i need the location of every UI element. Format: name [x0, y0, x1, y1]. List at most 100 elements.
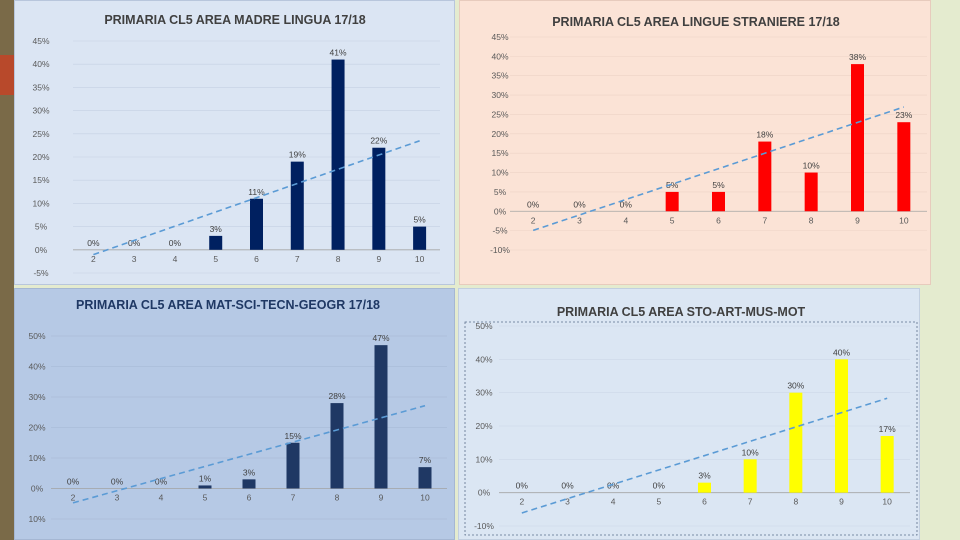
x-tick-label: 6 [254, 254, 259, 264]
y-tick-label: 40% [491, 51, 508, 61]
data-label: 40% [833, 347, 850, 357]
y-tick-label: 30% [491, 90, 508, 100]
x-tick-label: 4 [173, 254, 178, 264]
x-tick-label: 10 [882, 497, 892, 507]
data-label: 3% [210, 224, 223, 234]
y-tick-label: 30% [28, 392, 45, 402]
data-label: 3% [698, 471, 711, 481]
y-tick-label: 10% [475, 454, 492, 464]
x-tick-label: 5 [656, 497, 661, 507]
trendline [532, 106, 905, 232]
y-tick-label: 15% [491, 148, 508, 158]
data-label: 0% [169, 238, 182, 248]
y-tick-label: 5% [35, 222, 48, 232]
y-tick-label: 20% [32, 152, 49, 162]
x-tick-label: 8 [809, 215, 814, 225]
y-tick-label: 10% [28, 453, 45, 463]
data-label: 28% [328, 391, 345, 401]
y-tick-label: 5% [494, 187, 507, 197]
bar [835, 359, 848, 493]
bar [804, 172, 818, 212]
chart-title: PRIMARIA CL5 AREA MADRE LINGUA 17/18 [104, 13, 365, 27]
data-label: 0% [620, 199, 633, 209]
y-tick-label: 40% [28, 362, 45, 372]
data-label: 0% [607, 481, 620, 491]
data-label: 22% [370, 136, 387, 146]
x-tick-label: 9 [855, 215, 860, 225]
chart-lingue-straniere: PRIMARIA CL5 AREA LINGUE STRANIERE 17/18… [490, 15, 927, 255]
x-tick-label: 8 [336, 254, 341, 264]
y-tick-label: 20% [28, 423, 45, 433]
y-tick-label: 35% [491, 71, 508, 81]
data-label: 0% [128, 238, 141, 248]
data-label: 38% [849, 52, 866, 62]
y-tick-label: 30% [32, 106, 49, 116]
bar [413, 226, 427, 250]
bar [712, 191, 725, 212]
data-label: 0% [573, 199, 586, 209]
bar [418, 467, 432, 489]
bar [330, 403, 344, 489]
y-tick-label: 50% [475, 321, 492, 331]
data-label: 41% [330, 48, 347, 58]
trendline [72, 404, 426, 504]
chart-area-outline [464, 321, 918, 536]
x-tick-label: 2 [531, 215, 536, 225]
data-label: 0% [87, 238, 100, 248]
data-label: 7% [419, 455, 432, 465]
x-tick-label: 10 [899, 215, 909, 225]
y-tick-label: 40% [475, 354, 492, 364]
chart-title: PRIMARIA CL5 AREA LINGUE STRANIERE 17/18 [552, 15, 840, 29]
trendline [521, 397, 888, 514]
x-tick-label: 2 [71, 493, 76, 503]
data-label: 10% [803, 161, 820, 171]
chart-panel-mat-sci-tecn-geogr: PRIMARIA CL5 AREA MAT-SCI-TECN-GEOGR 17/… [14, 288, 455, 540]
x-tick-label: 10 [415, 254, 425, 264]
chart-madre-lingua: PRIMARIA CL5 AREA MADRE LINGUA 17/18 -5% 0… [32, 13, 440, 278]
x-tick-label: 6 [716, 215, 721, 225]
data-label: 5% [413, 215, 426, 225]
data-label: 10% [742, 447, 759, 457]
x-tick-label: 2 [519, 497, 524, 507]
x-tick-label: 9 [379, 493, 384, 503]
data-label: 3% [243, 467, 256, 477]
x-tick-label: 10 [420, 493, 430, 503]
data-label: 0% [67, 477, 80, 487]
x-tick-label: 3 [132, 254, 137, 264]
y-tick-label: 10% [32, 198, 49, 208]
y-tick-label: -10% [474, 521, 494, 531]
y-tick-label: 20% [491, 129, 508, 139]
data-label: 15% [284, 431, 301, 441]
data-label: 47% [372, 333, 389, 343]
bar [286, 442, 300, 489]
left-decorative-strip [0, 0, 14, 540]
y-tick-label: 15% [32, 175, 49, 185]
x-tick-label: 8 [793, 497, 798, 507]
data-label: 18% [756, 130, 773, 140]
x-tick-label: 3 [115, 493, 120, 503]
y-tick-label: 0% [31, 484, 44, 494]
y-tick-label: 30% [475, 388, 492, 398]
y-tick-label: 10% [28, 514, 45, 524]
data-label: 0% [527, 199, 540, 209]
bar [331, 59, 345, 250]
bar [665, 191, 679, 212]
bar [250, 198, 263, 250]
bar [851, 64, 864, 212]
y-tick-label: 10% [491, 168, 508, 178]
bar [374, 345, 388, 489]
bar [880, 436, 894, 493]
chart-panel-madre-lingua: PRIMARIA CL5 AREA MADRE LINGUA 17/18 -5% 0… [14, 0, 455, 285]
bar [758, 141, 772, 212]
y-tick-label: -5% [33, 268, 49, 278]
data-label: 23% [895, 110, 912, 120]
data-label: 17% [879, 424, 896, 434]
y-tick-label: 0% [478, 488, 491, 498]
y-tick-label: 45% [491, 32, 508, 42]
x-tick-label: 9 [376, 254, 381, 264]
bar [242, 479, 256, 489]
x-tick-label: 6 [247, 493, 252, 503]
bar [209, 235, 223, 250]
y-tick-label: 0% [494, 206, 507, 216]
y-tick-label: 20% [475, 421, 492, 431]
